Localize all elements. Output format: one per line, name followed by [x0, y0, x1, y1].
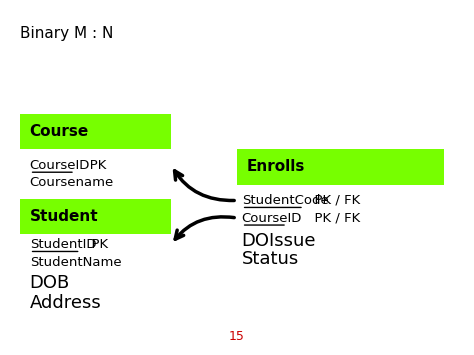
Text: Course: Course	[30, 124, 89, 139]
Text: CourseID: CourseID	[30, 159, 90, 172]
Text: Binary M : N: Binary M : N	[20, 26, 114, 41]
Text: Status: Status	[242, 250, 299, 268]
Text: Address: Address	[30, 294, 101, 312]
Text: DOIssue: DOIssue	[242, 232, 316, 250]
Text: PK: PK	[77, 159, 107, 172]
FancyBboxPatch shape	[237, 149, 444, 185]
Text: StudentCode: StudentCode	[242, 194, 328, 207]
Text: PK: PK	[83, 238, 108, 251]
Text: StudentID: StudentID	[30, 238, 96, 251]
Text: CourseID: CourseID	[242, 212, 302, 224]
Text: Enrolls: Enrolls	[246, 159, 305, 174]
Text: Student: Student	[30, 209, 98, 224]
Text: 15: 15	[229, 330, 245, 343]
Text: PK / FK: PK / FK	[289, 212, 361, 224]
Text: DOB: DOB	[30, 274, 70, 292]
FancyBboxPatch shape	[20, 199, 171, 234]
Text: PK / FK: PK / FK	[306, 194, 361, 207]
FancyBboxPatch shape	[20, 114, 171, 149]
Text: Coursename: Coursename	[30, 176, 114, 189]
Text: StudentName: StudentName	[30, 256, 121, 268]
